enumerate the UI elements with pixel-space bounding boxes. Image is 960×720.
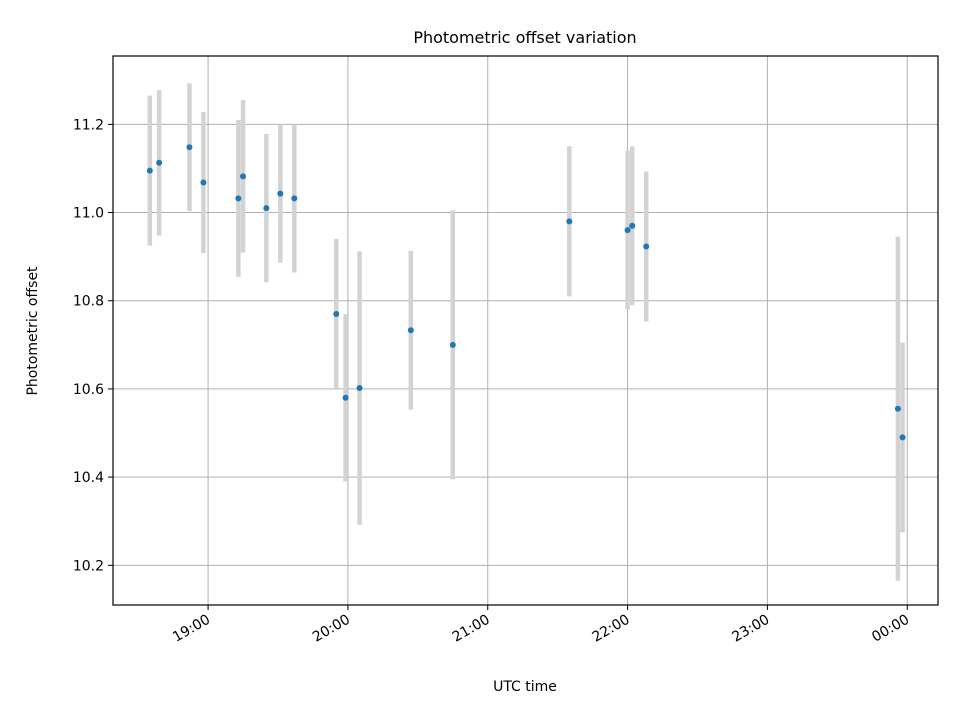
y-tick-label: 10.4 bbox=[73, 470, 104, 486]
data-point bbox=[333, 310, 340, 317]
y-tick-label: 11.2 bbox=[73, 117, 104, 133]
data-points bbox=[146, 144, 906, 441]
x-axis-label: UTC time bbox=[493, 679, 557, 695]
y-tick-label: 10.2 bbox=[73, 558, 104, 574]
data-point bbox=[624, 227, 631, 234]
data-point bbox=[277, 190, 284, 197]
chart-title: Photometric offset variation bbox=[413, 28, 636, 47]
data-point bbox=[899, 434, 906, 441]
data-point bbox=[407, 327, 414, 334]
plot-frame bbox=[112, 55, 939, 606]
data-point bbox=[200, 179, 207, 186]
y-tick-label: 11.0 bbox=[73, 206, 104, 222]
y-axis-label: Photometric offset bbox=[25, 266, 41, 396]
data-point bbox=[146, 167, 153, 174]
data-point bbox=[643, 243, 650, 250]
data-point bbox=[449, 341, 456, 348]
data-point bbox=[291, 195, 298, 202]
data-point bbox=[356, 385, 363, 392]
data-point bbox=[156, 159, 163, 166]
data-point bbox=[566, 218, 573, 225]
grid bbox=[113, 56, 938, 605]
data-point bbox=[894, 405, 901, 412]
data-point bbox=[342, 394, 349, 401]
y-tick-label: 10.8 bbox=[73, 294, 104, 310]
data-point bbox=[240, 173, 247, 180]
data-point bbox=[263, 205, 270, 212]
y-tick-label: 10.6 bbox=[73, 382, 104, 398]
data-point bbox=[629, 222, 636, 229]
data-point bbox=[186, 144, 193, 151]
data-point bbox=[235, 195, 242, 202]
